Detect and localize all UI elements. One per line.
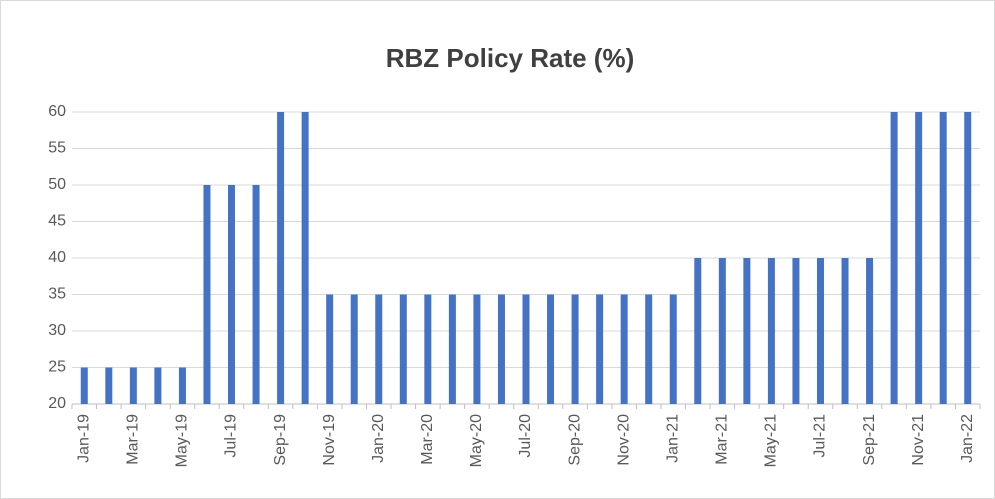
y-tick-label: 40 <box>48 249 66 266</box>
bar <box>129 367 137 404</box>
y-tick-label: 35 <box>48 286 66 303</box>
x-tick-label: Jul-21 <box>812 414 829 458</box>
bar <box>792 258 800 404</box>
bar <box>80 367 88 404</box>
y-tick-label: 55 <box>48 140 66 157</box>
bar <box>547 294 555 404</box>
x-tick-label: Mar-19 <box>125 414 142 465</box>
x-tick-label: Nov-19 <box>321 414 338 466</box>
x-tick-label: May-19 <box>174 414 191 467</box>
bar <box>890 112 898 404</box>
y-tick-label: 60 <box>48 103 66 120</box>
x-tick-label: Jan-19 <box>75 414 92 463</box>
bar <box>645 294 653 404</box>
bar <box>694 258 702 404</box>
y-tick-label: 20 <box>48 395 66 412</box>
x-tick-label: May-21 <box>763 414 780 467</box>
x-tick-label: Jan-22 <box>959 414 976 463</box>
bar <box>448 294 456 404</box>
x-tick-label: Nov-21 <box>910 414 927 466</box>
bar <box>964 112 972 404</box>
bar <box>399 294 407 404</box>
bar <box>841 258 849 404</box>
bar <box>939 112 947 404</box>
y-tick-label: 25 <box>48 359 66 376</box>
bar <box>915 112 923 404</box>
bar <box>767 258 775 404</box>
bar <box>866 258 874 404</box>
bar <box>228 185 236 404</box>
x-tick-label: Sep-21 <box>861 414 878 466</box>
x-tick-label: Mar-21 <box>714 414 731 465</box>
bar <box>571 294 579 404</box>
x-tick-label: Jan-20 <box>370 414 387 463</box>
bar <box>718 258 726 404</box>
bar <box>350 294 358 404</box>
bar <box>743 258 751 404</box>
x-tick-label: Jul-19 <box>223 414 240 458</box>
bar <box>105 367 113 404</box>
x-tick-label: Jul-20 <box>517 414 534 458</box>
x-tick-label: May-20 <box>468 414 485 467</box>
bar <box>326 294 334 404</box>
bar <box>596 294 604 404</box>
y-tick-label: 50 <box>48 176 66 193</box>
x-tick-label: Sep-19 <box>272 414 289 466</box>
bar <box>473 294 481 404</box>
y-tick-label: 30 <box>48 322 66 339</box>
bar <box>497 294 505 404</box>
bar <box>522 294 530 404</box>
x-tick-label: Sep-20 <box>566 414 583 466</box>
bar <box>277 112 285 404</box>
bar <box>154 367 162 404</box>
bar <box>816 258 824 404</box>
bar <box>424 294 432 404</box>
x-tick-label: Nov-20 <box>615 414 632 466</box>
bar <box>669 294 677 404</box>
bar <box>620 294 628 404</box>
x-tick-label: Mar-20 <box>419 414 436 465</box>
bar <box>301 112 309 404</box>
bar <box>375 294 383 404</box>
y-tick-label: 45 <box>48 213 66 230</box>
x-tick-label: Jan-21 <box>664 414 681 463</box>
bar <box>178 367 186 404</box>
bar <box>203 185 211 404</box>
chart-title: RBZ Policy Rate (%) <box>386 43 635 73</box>
bar <box>252 185 260 404</box>
